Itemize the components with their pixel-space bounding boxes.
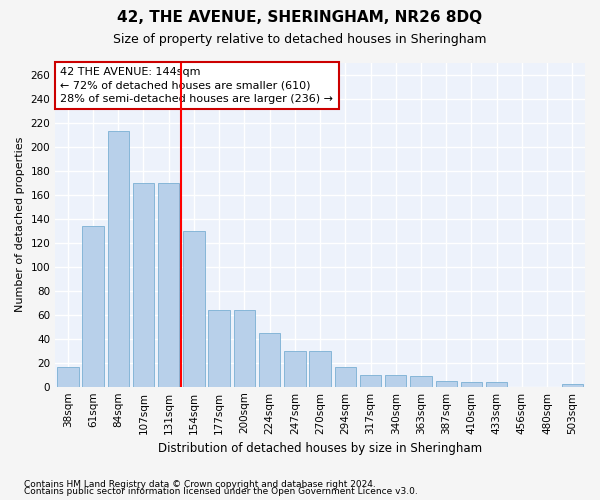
Text: Contains HM Land Registry data © Crown copyright and database right 2024.: Contains HM Land Registry data © Crown c… [24,480,376,489]
Bar [158,182,179,386]
Bar [208,310,230,386]
Y-axis label: Number of detached properties: Number of detached properties [15,137,25,312]
Text: 42 THE AVENUE: 144sqm
← 72% of detached houses are smaller (610)
28% of semi-det: 42 THE AVENUE: 144sqm ← 72% of detached … [61,68,334,104]
Bar [461,382,482,386]
Bar [436,380,457,386]
Bar [486,382,508,386]
Bar [259,332,280,386]
Bar [284,350,305,386]
Bar [385,374,406,386]
Bar [562,384,583,386]
Text: Contains public sector information licensed under the Open Government Licence v3: Contains public sector information licen… [24,488,418,496]
Text: Size of property relative to detached houses in Sheringham: Size of property relative to detached ho… [113,32,487,46]
Bar [410,376,432,386]
Bar [107,131,129,386]
Bar [82,226,104,386]
Bar [310,350,331,386]
Bar [335,368,356,386]
Text: 42, THE AVENUE, SHERINGHAM, NR26 8DQ: 42, THE AVENUE, SHERINGHAM, NR26 8DQ [118,10,482,25]
Bar [233,310,255,386]
Bar [133,182,154,386]
Bar [183,230,205,386]
Bar [360,374,381,386]
Bar [57,368,79,386]
X-axis label: Distribution of detached houses by size in Sheringham: Distribution of detached houses by size … [158,442,482,455]
